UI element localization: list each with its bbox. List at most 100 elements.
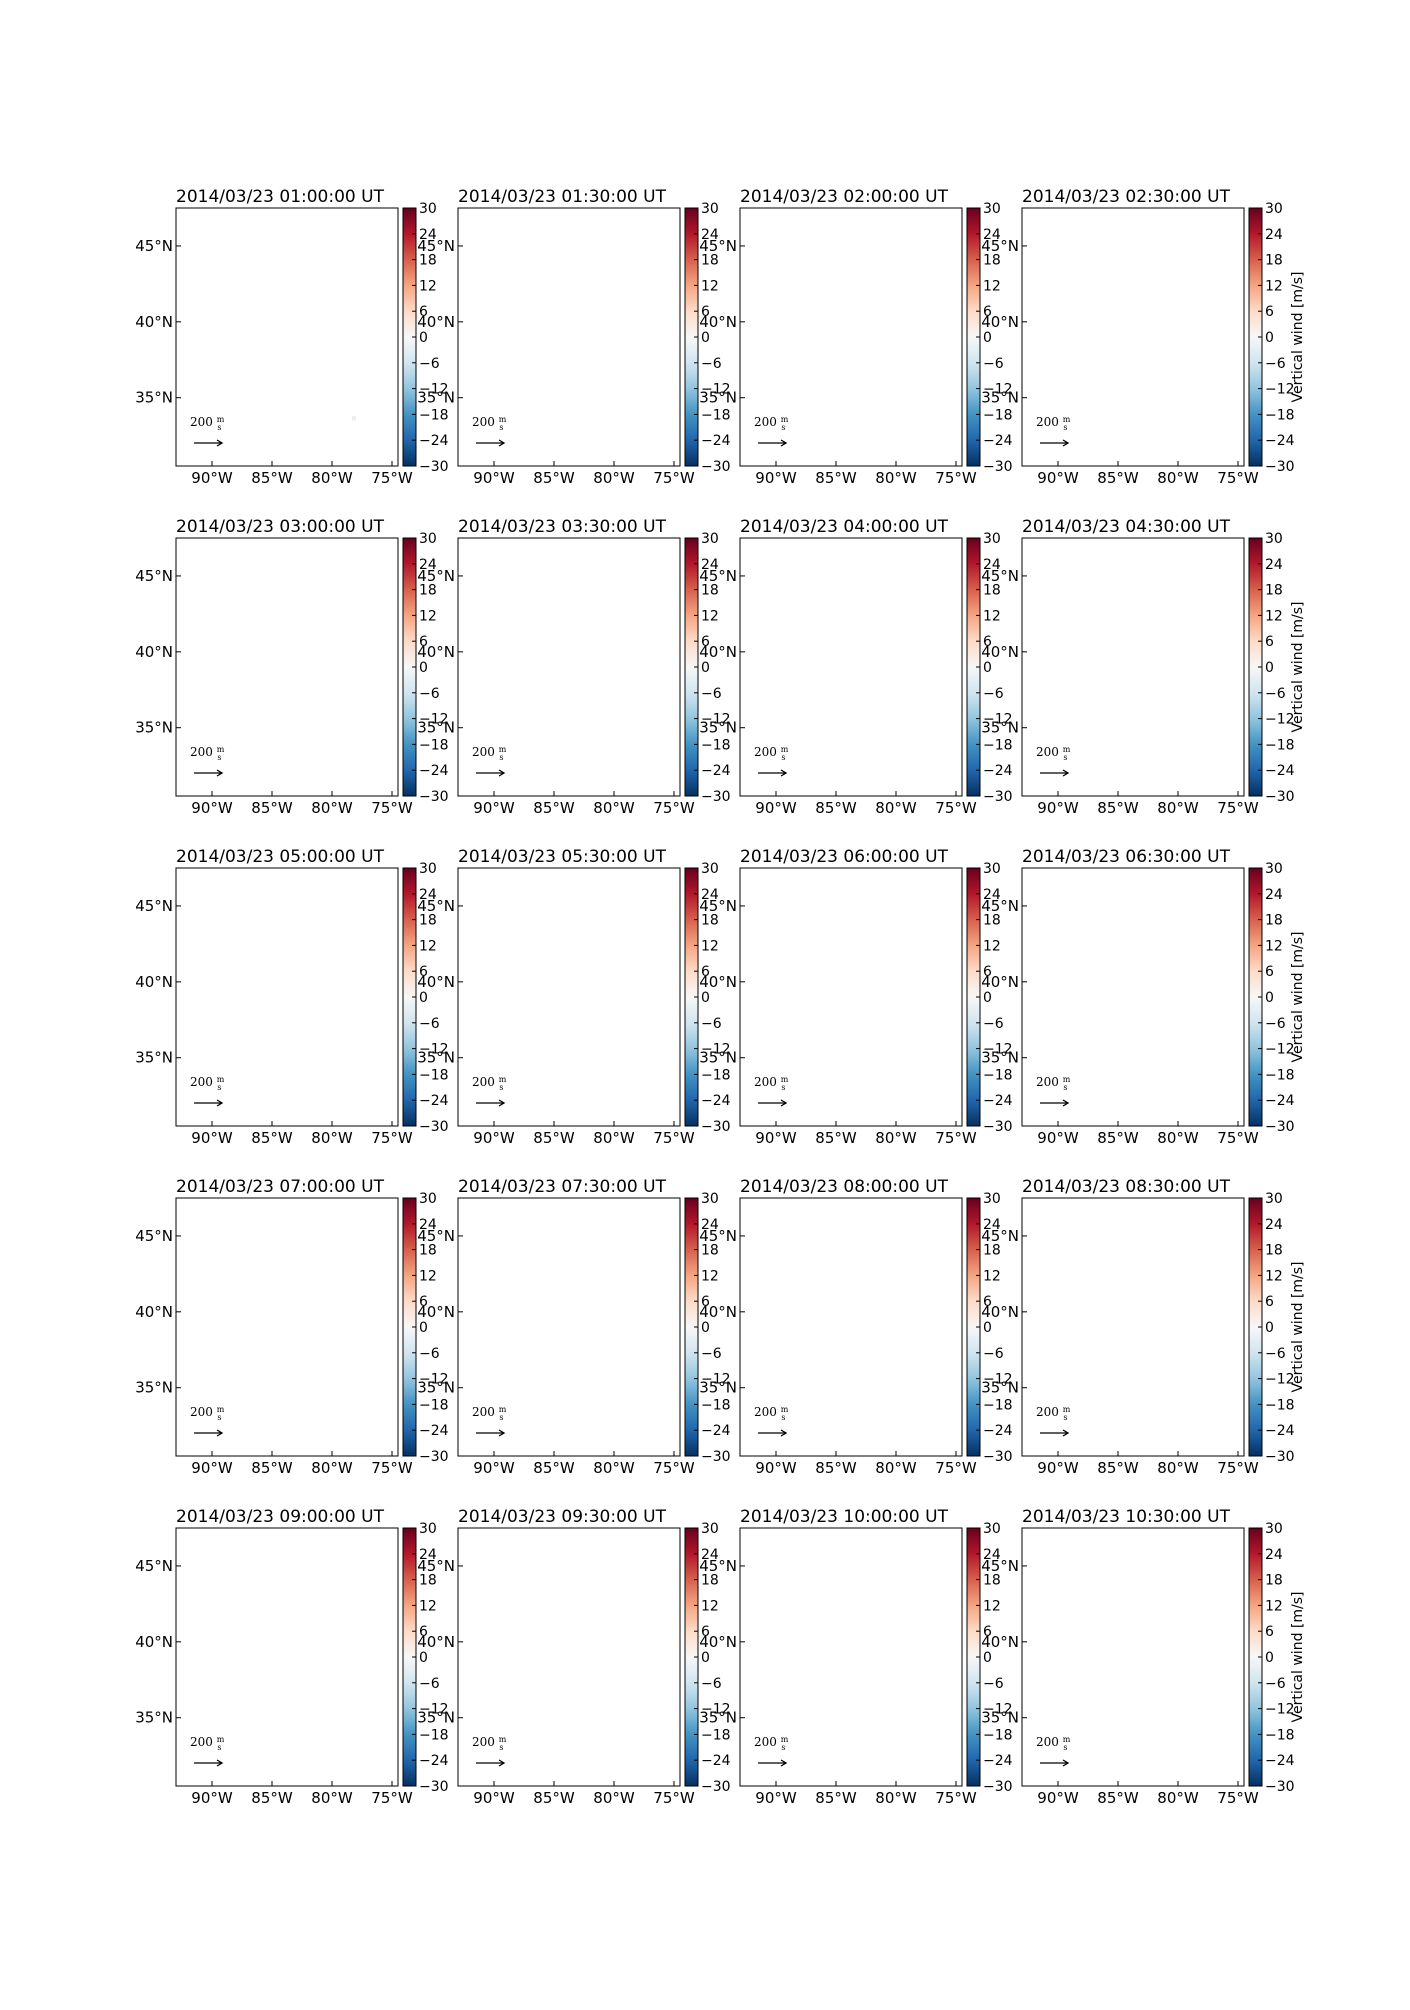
coastline — [374, 1363, 385, 1374]
wind-arrow — [604, 1412, 608, 1425]
colorbar-tick-label: −12 — [701, 712, 731, 728]
wind-arrow — [888, 1082, 892, 1095]
reference-arrow — [1040, 769, 1070, 777]
coastline — [1220, 373, 1231, 384]
wind-arrow — [864, 1061, 868, 1074]
wind-arrow — [932, 1721, 939, 1732]
wind-arrow — [836, 1700, 843, 1711]
wind-arrow — [1172, 603, 1183, 610]
wind-region — [458, 1274, 662, 1426]
wind-arrow — [560, 582, 571, 590]
wind-arrow — [608, 710, 619, 718]
wind-arrow — [296, 1636, 303, 1647]
coastline — [458, 1528, 559, 1539]
lat-tick-label: 40°N — [135, 1633, 173, 1651]
wind-arrow — [1196, 752, 1207, 759]
wind-arrow — [302, 710, 313, 718]
lon-tick-label: 90°W — [191, 469, 233, 487]
wind-arrow — [326, 582, 337, 590]
coastline — [848, 877, 962, 892]
wind-arrow — [326, 997, 332, 1009]
colorbar-tick-label: 30 — [701, 861, 719, 877]
wind-arrow — [1192, 1370, 1196, 1383]
wind-arrow — [838, 1306, 842, 1319]
wind-arrow — [1216, 1678, 1220, 1691]
wind-arrow — [326, 337, 338, 342]
wind-arrow — [326, 710, 337, 718]
wind-arrow — [326, 380, 338, 385]
wind-arrow — [560, 603, 571, 610]
coastline — [276, 229, 328, 276]
coastline — [374, 1693, 385, 1704]
wind-arrow — [628, 1391, 632, 1404]
wind-arrow — [814, 1391, 818, 1404]
wind-arrow — [1168, 1285, 1172, 1298]
coastline — [1220, 1033, 1231, 1044]
coastline — [1137, 1268, 1191, 1291]
panel-title: 2014/03/23 03:00:00 UT — [176, 517, 385, 537]
wind-arrow — [580, 1306, 584, 1319]
panel-title: 2014/03/23 02:00:00 UT — [740, 187, 949, 207]
colorbar-tick-label: 6 — [1265, 634, 1274, 650]
wind-arrow — [814, 1327, 818, 1340]
wind-arrow — [908, 1721, 915, 1732]
coastline — [938, 1363, 949, 1374]
wind-arrow — [464, 316, 476, 321]
coastline — [1137, 1598, 1191, 1621]
wind-arrow — [838, 1412, 842, 1425]
wind-arrow — [1148, 752, 1159, 759]
coastline — [740, 1198, 841, 1209]
wind-arrow — [866, 358, 877, 366]
colorbar-tick-label: −6 — [1265, 356, 1286, 372]
wind-arrow — [1124, 295, 1136, 300]
colorbar-tick-label: 18 — [701, 913, 719, 929]
wind-arrow — [1168, 1306, 1172, 1319]
wind-arrow — [608, 625, 619, 633]
coastline — [176, 1528, 277, 1539]
wind-arrow — [836, 1636, 843, 1647]
lat-tick-label: 40°N — [981, 1633, 1019, 1651]
wind-arrow — [224, 1593, 231, 1604]
colorbar-tick-label: 6 — [419, 1624, 428, 1640]
wind-arrow — [226, 1327, 230, 1340]
wind-arrow — [1196, 273, 1208, 278]
wind-arrow — [1096, 1263, 1100, 1276]
wind-arrow — [1146, 912, 1150, 925]
lat-tick-label: 40°N — [417, 643, 455, 661]
wind-arrow — [1100, 380, 1112, 385]
colorbar-tick-label: −30 — [419, 789, 449, 805]
wind-arrow — [302, 295, 314, 300]
wind-arrow — [1220, 401, 1232, 406]
wind-arrow — [840, 997, 844, 1010]
wind-arrow — [302, 731, 313, 739]
panel-title: 2014/03/23 04:00:00 UT — [740, 517, 949, 537]
wind-arrow — [560, 295, 572, 300]
wind-arrow — [322, 1285, 326, 1298]
wind-arrow — [536, 997, 542, 1009]
lat-tick-label: 45°N — [981, 567, 1019, 585]
coastline — [237, 892, 267, 957]
wind-arrow — [1098, 976, 1102, 989]
wind-arrow — [1144, 1285, 1148, 1298]
wind-arrow — [1100, 688, 1111, 696]
colorbar-tick-label: −12 — [419, 712, 449, 728]
wind-arrow — [460, 1327, 464, 1340]
wind-arrow — [278, 358, 290, 363]
wind-arrow — [272, 1636, 279, 1647]
wind-arrow — [584, 358, 596, 363]
coastline — [1122, 1549, 1174, 1596]
wind-arrow — [532, 1657, 536, 1670]
wind-arrow — [1146, 955, 1150, 968]
wind-arrow — [936, 1061, 940, 1074]
lon-tick-label: 75°W — [1217, 1129, 1259, 1147]
wind-arrow — [608, 997, 614, 1009]
wind-arrow — [890, 401, 901, 409]
wind-arrow — [1098, 933, 1102, 946]
wind-arrow — [914, 710, 925, 718]
coastline — [378, 244, 398, 259]
wind-arrow — [278, 667, 289, 675]
lon-tick-label: 90°W — [755, 1129, 797, 1147]
wind-arrow — [818, 688, 829, 696]
